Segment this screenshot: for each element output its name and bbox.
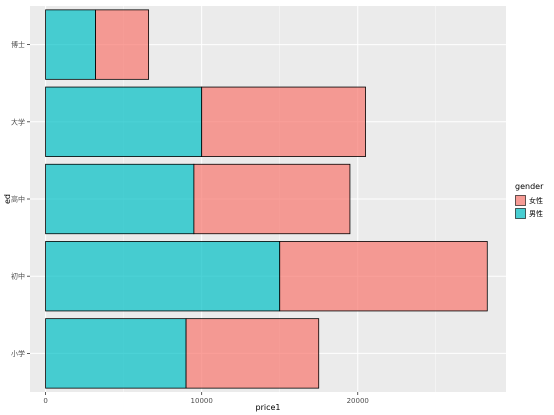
bar-segment [45, 318, 187, 389]
bar-segment [45, 241, 281, 312]
x-tick-label: 0 [43, 397, 47, 405]
legend-swatch [515, 195, 526, 206]
bar-segment [193, 163, 351, 235]
bar-segment [45, 86, 203, 157]
x-axis-title: price1 [256, 403, 281, 412]
legend-title: gender [515, 182, 544, 191]
legend-swatch [515, 208, 526, 219]
y-tick-label: 小学 [11, 349, 25, 358]
legend-label: 女性 [529, 196, 543, 205]
x-tick-label: 20000 [347, 397, 369, 405]
bar-segment [201, 86, 366, 157]
bar-segment [45, 9, 96, 80]
y-axis-title: ed [3, 194, 12, 204]
bar-segment [185, 318, 320, 389]
bar-segment [45, 163, 195, 235]
bar-segment [95, 9, 150, 80]
y-tick-label: 博士 [11, 40, 25, 49]
x-tick-label: 10000 [191, 397, 213, 405]
y-tick-label: 大学 [11, 117, 25, 126]
bar-segment [279, 241, 488, 312]
y-tick-label: 高中 [11, 195, 25, 204]
y-tick-label: 初中 [11, 272, 25, 281]
legend-label: 男性 [529, 209, 543, 218]
